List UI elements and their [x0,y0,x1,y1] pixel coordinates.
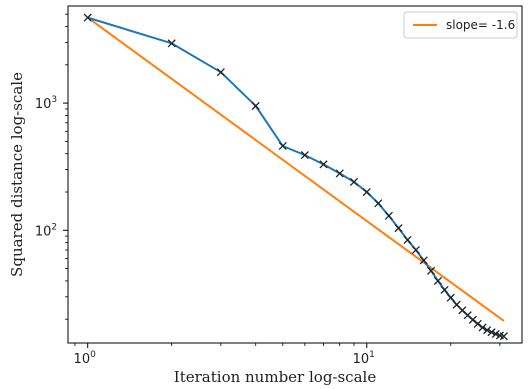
data-point-marker [319,160,328,169]
y-tick-label: 103 [35,95,57,112]
y-tick-label: 102 [35,222,57,239]
data-point-marker [251,101,260,110]
y-axis-label: Squared distance log-scale [8,72,26,277]
data-point-marker [384,211,393,220]
data-point-marker [483,326,492,335]
data-point-marker [362,187,371,197]
x-tick-label: 100 [74,350,97,367]
data-point-marker [478,323,487,332]
x-tick-label: 101 [353,350,375,367]
data-point-marker [433,276,443,285]
series-line-slope-reference [87,16,505,322]
data-point-marker [403,235,412,244]
data-point-marker [394,224,403,233]
data-point-marker [499,332,508,341]
plot-area [68,6,522,343]
data-point-marker [216,68,225,77]
axes-frame [67,5,523,344]
data-point-marker [419,256,428,265]
data-point-marker [411,245,420,255]
markers-layer [83,13,508,341]
data-point-marker [440,285,449,294]
data-point-marker [446,293,455,302]
legend-label: slope= -1.6 [446,18,515,32]
x-axis-label: Iteration number log-scale [174,368,377,386]
data-point-marker [167,39,176,48]
data-point-marker [83,13,92,22]
ticks-layer: 100 101 102 103 [35,13,501,367]
data-point-marker [300,151,309,160]
data-point-marker [374,199,383,208]
data-point-marker [278,141,287,151]
data-point-marker [473,319,482,328]
data-point-marker [427,266,436,275]
data-point-marker [487,328,496,337]
plot-background [68,6,522,343]
data-point-marker [349,177,359,186]
legend-box [403,11,518,39]
data-point-marker [335,169,344,178]
legend: slope= -1.6 [403,11,518,39]
